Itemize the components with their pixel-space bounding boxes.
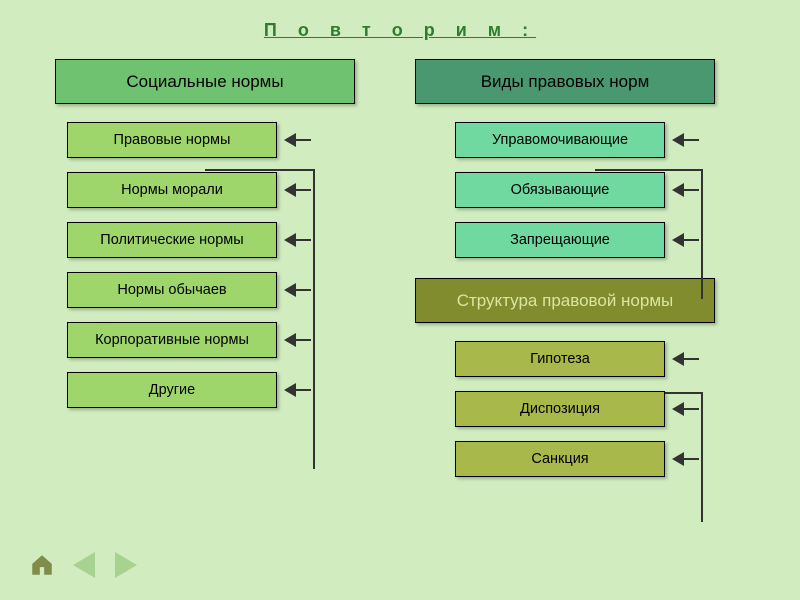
node-label: Нормы обычаев (117, 282, 226, 298)
connector-line (683, 408, 699, 410)
node-label: Санкция (531, 451, 588, 467)
connector-line (595, 169, 703, 171)
connector-line (295, 139, 311, 141)
header-types-legal-norms: Виды правовых норм (415, 59, 715, 104)
triangle-right-icon (115, 552, 137, 578)
node-hypothesis: Гипотеза (455, 341, 665, 377)
node-sanction: Санкция (455, 441, 665, 477)
connector-line (683, 358, 699, 360)
node-corporate-norms: Корпоративные нормы (67, 322, 277, 358)
connector-line (683, 239, 699, 241)
connector-line (295, 239, 311, 241)
home-icon (29, 552, 55, 578)
node-prohibiting: Запрещающие (455, 222, 665, 258)
node-moral-norms: Нормы морали (67, 172, 277, 208)
connector-line (683, 189, 699, 191)
triangle-left-icon (73, 552, 95, 578)
node-disposition: Диспозиция (455, 391, 665, 427)
node-label: Правовые нормы (114, 132, 231, 148)
node-label: Гипотеза (530, 351, 590, 367)
header-social-norms: Социальные нормы (55, 59, 355, 104)
node-label: Другие (149, 382, 195, 398)
node-label: Диспозиция (520, 401, 600, 417)
connector-line (683, 139, 699, 141)
home-button[interactable] (25, 550, 59, 580)
diagram-columns: Социальные нормы Правовые нормы Нормы мо… (0, 59, 800, 491)
page-title: П о в т о р и м : (0, 0, 800, 59)
node-political-norms: Политические нормы (67, 222, 277, 258)
node-custom-norms: Нормы обычаев (67, 272, 277, 308)
connector-line (313, 169, 315, 469)
right-column: Виды правовых норм Управомочивающие Обяз… (415, 59, 765, 491)
node-other-norms: Другие (67, 372, 277, 408)
connector-line (295, 339, 311, 341)
node-label: Запрещающие (510, 232, 610, 248)
node-label: Корпоративные нормы (95, 332, 249, 348)
prev-button[interactable] (67, 550, 101, 580)
next-button[interactable] (109, 550, 143, 580)
left-column: Социальные нормы Правовые нормы Нормы мо… (55, 59, 405, 491)
connector-line (205, 169, 315, 171)
node-label: Обязывающие (511, 182, 610, 198)
header-structure-legal-norm: Структура правовой нормы (415, 278, 715, 323)
node-legal-norms: Правовые нормы (67, 122, 277, 158)
node-label: Политические нормы (100, 232, 243, 248)
node-authorizing: Управомочивающие (455, 122, 665, 158)
connector-line (295, 189, 311, 191)
connector-line (683, 458, 699, 460)
nav-buttons (25, 550, 143, 580)
connector-line (295, 289, 311, 291)
connector-line (295, 389, 311, 391)
connector-line (701, 392, 703, 522)
node-label: Нормы морали (121, 182, 223, 198)
connector-line (701, 169, 703, 299)
node-obligating: Обязывающие (455, 172, 665, 208)
node-label: Управомочивающие (492, 132, 628, 148)
